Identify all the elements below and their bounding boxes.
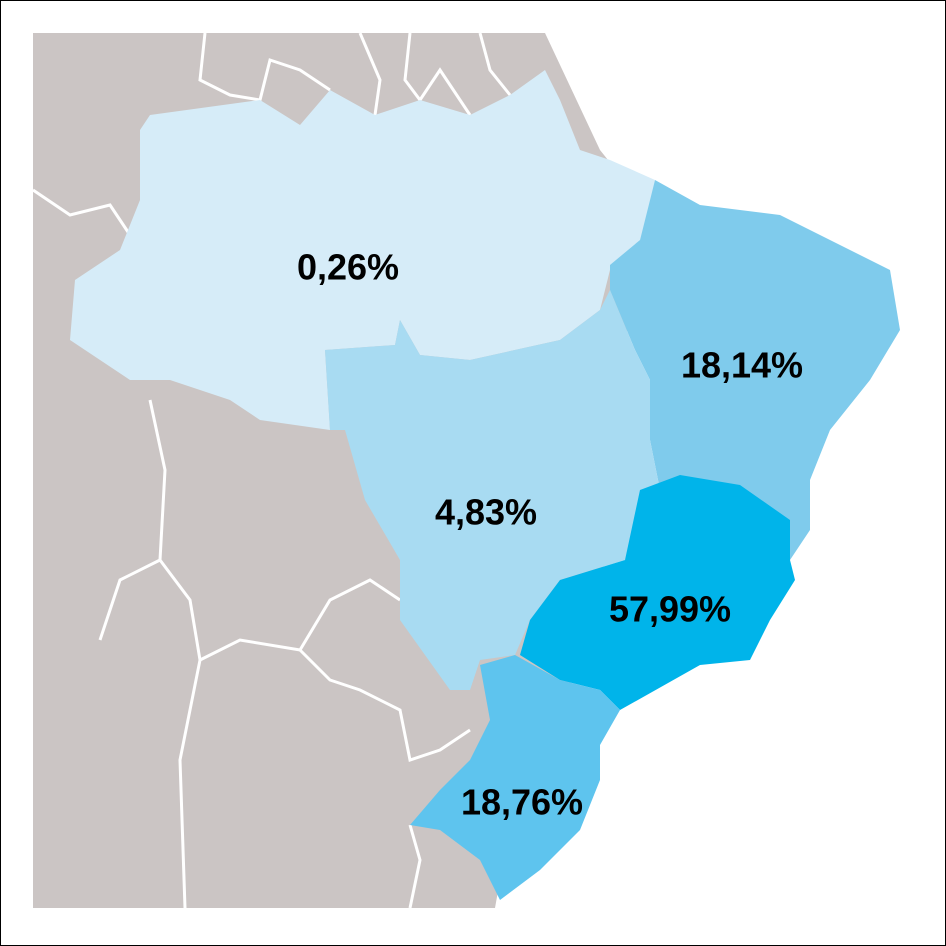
region-label: 18,76% [461,782,583,823]
labels: 0,26% 18,14% 4,83% 57,99% 18,76% [297,247,803,823]
region-label: 18,14% [681,345,803,386]
country-borders [32,32,512,909]
region [325,290,660,690]
region [70,70,655,430]
region-label: 4,83% [435,492,537,533]
regions [70,70,900,900]
region [410,655,620,900]
region-label: 57,99% [609,589,731,630]
region-label: 0,26% [297,247,399,288]
region [520,475,795,710]
region [610,180,900,560]
